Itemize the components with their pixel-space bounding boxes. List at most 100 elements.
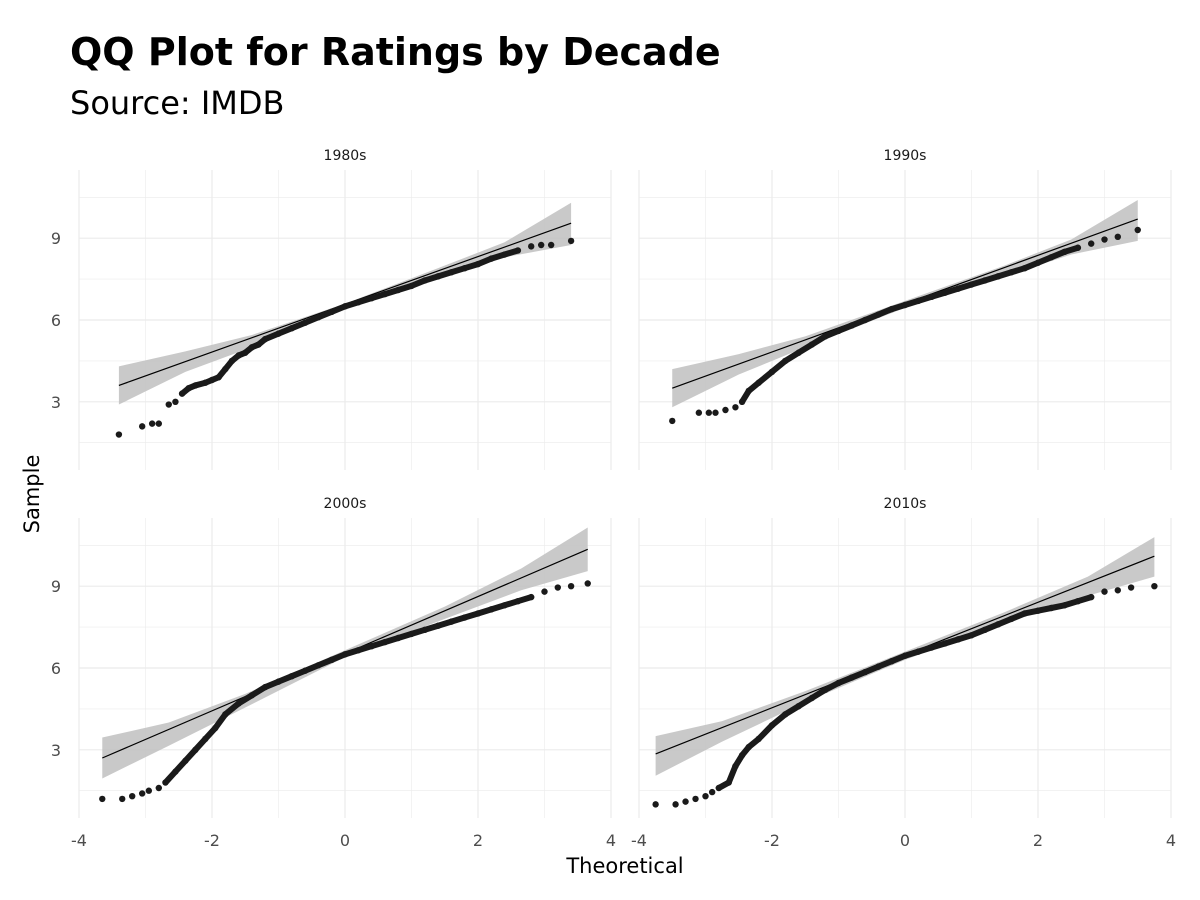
data-point xyxy=(715,784,722,792)
x-tick-label: 4 xyxy=(606,831,616,850)
data-point xyxy=(968,632,975,639)
data-point xyxy=(848,674,855,681)
data-point xyxy=(745,387,752,395)
data-point xyxy=(1061,602,1068,609)
data-point xyxy=(875,663,882,670)
data-point xyxy=(355,299,362,306)
point-cloud xyxy=(162,594,535,786)
data-point xyxy=(682,798,689,805)
data-point xyxy=(1088,593,1095,601)
data-point xyxy=(165,401,172,408)
data-point xyxy=(514,597,522,605)
data-point xyxy=(138,790,146,797)
data-point xyxy=(795,702,802,710)
data-point xyxy=(381,290,389,298)
facet-label: 1980s xyxy=(324,148,367,164)
data-point xyxy=(795,349,802,356)
x-tick-label: 0 xyxy=(900,831,910,850)
data-point xyxy=(541,588,548,595)
x-tick-label: 0 xyxy=(340,831,350,850)
x-tick-label: 4 xyxy=(1166,831,1176,850)
data-point xyxy=(129,792,136,800)
data-point xyxy=(192,382,199,389)
x-tick-label: -4 xyxy=(71,831,87,850)
data-point xyxy=(1101,588,1108,595)
data-point xyxy=(172,398,179,406)
data-point xyxy=(315,662,322,669)
y-tick-label: 6 xyxy=(51,659,61,678)
chart-title: QQ Plot for Ratings by Decade xyxy=(70,30,721,74)
data-point xyxy=(1114,587,1122,594)
y-tick-label: 9 xyxy=(51,577,61,596)
data-point xyxy=(99,795,106,803)
data-point xyxy=(861,668,869,676)
data-point xyxy=(547,241,555,249)
data-point xyxy=(808,341,816,348)
data-point xyxy=(955,285,962,292)
data-point xyxy=(915,297,922,305)
data-point xyxy=(848,322,855,329)
data-point xyxy=(138,423,146,430)
data-point xyxy=(708,788,716,796)
data-point xyxy=(901,301,909,309)
data-point xyxy=(448,269,455,276)
data-point xyxy=(702,792,709,800)
data-point xyxy=(537,241,545,249)
y-tick-label: 6 xyxy=(51,311,61,330)
data-point xyxy=(1114,233,1122,241)
data-point xyxy=(981,626,988,634)
data-point xyxy=(915,648,922,655)
grid xyxy=(78,518,612,818)
grid xyxy=(638,518,1172,818)
data-point xyxy=(119,795,126,803)
data-point xyxy=(155,784,162,792)
data-point xyxy=(692,795,699,803)
data-point xyxy=(738,752,746,759)
data-point xyxy=(782,711,789,718)
data-point xyxy=(301,667,309,674)
panel-2010s: 2010s -4 -2 0 2 4 xyxy=(631,496,1176,850)
data-point xyxy=(501,602,508,609)
data-point xyxy=(1134,226,1141,234)
data-point xyxy=(434,273,442,280)
data-point xyxy=(528,593,535,601)
data-point xyxy=(148,420,156,427)
y-tick-label: 3 xyxy=(51,741,61,760)
data-point xyxy=(474,610,482,617)
data-point xyxy=(755,379,762,386)
data-point xyxy=(162,779,169,786)
data-point xyxy=(288,324,295,332)
data-point xyxy=(1088,240,1095,247)
data-point xyxy=(262,683,269,691)
data-point xyxy=(488,606,495,613)
data-point xyxy=(185,384,192,392)
data-point xyxy=(928,644,935,651)
data-point xyxy=(822,333,829,340)
data-point xyxy=(1127,584,1135,591)
data-point xyxy=(228,357,236,365)
data-point xyxy=(1034,259,1042,266)
data-point xyxy=(341,651,349,658)
data-point xyxy=(315,314,322,321)
data-point xyxy=(738,398,746,406)
facet-label: 2010s xyxy=(884,496,927,512)
data-point xyxy=(1048,254,1055,261)
data-point xyxy=(434,622,442,629)
data-point xyxy=(408,282,415,290)
data-point xyxy=(941,640,949,647)
data-point xyxy=(822,686,829,694)
data-point xyxy=(178,390,186,397)
data-point xyxy=(395,286,402,294)
y-tick-label: 9 xyxy=(51,229,61,248)
data-point xyxy=(275,330,282,337)
data-point xyxy=(301,319,309,326)
data-point xyxy=(835,679,842,687)
data-point xyxy=(448,618,455,625)
data-point xyxy=(235,352,242,359)
data-point xyxy=(994,621,1002,628)
data-point xyxy=(955,636,962,643)
data-point xyxy=(1021,610,1028,617)
data-point xyxy=(202,735,209,743)
data-point xyxy=(994,273,1002,280)
data-point xyxy=(755,735,762,743)
